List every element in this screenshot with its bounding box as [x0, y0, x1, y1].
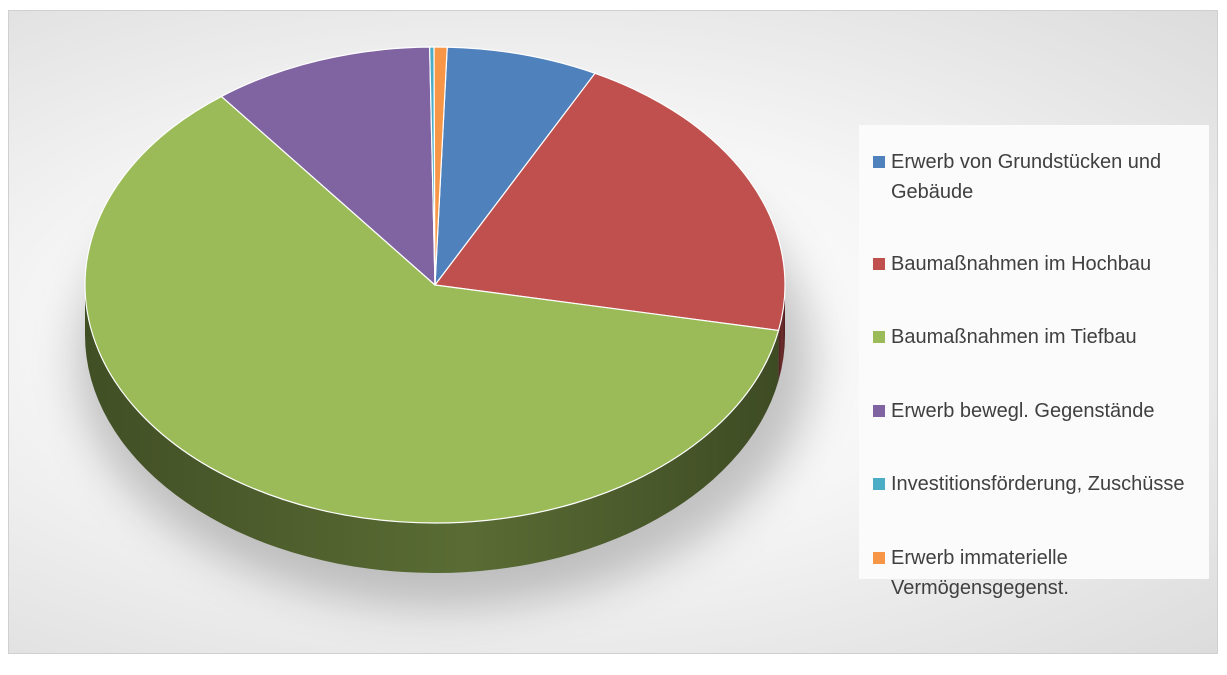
pie-slice-2: [84, 95, 780, 524]
legend-item-immaterielle: Erwerb immaterielle Vermögensgegenst.: [873, 543, 1209, 603]
legend-swatch-investitionsfoerderung: [873, 478, 885, 490]
legend-swatch-tiefbau: [873, 331, 885, 343]
pie-side-2: [85, 285, 779, 574]
legend-swatch-gegenstaende: [873, 405, 885, 417]
legend-label-immaterielle: Erwerb immaterielle Vermögensgegenst.: [891, 547, 1069, 599]
pie-slice-1: [434, 72, 786, 332]
legend-label-tiefbau: Baumaßnahmen im Tiefbau: [891, 326, 1137, 348]
legend-item-hochbau: Baumaßnahmen im Hochbau: [873, 249, 1209, 322]
legend-label-grundstuecke: Erwerb von Grundstücken und Gebäude: [891, 151, 1162, 203]
legend: Erwerb von Grundstücken und Gebäude Baum…: [859, 125, 1209, 599]
chart-area: Erwerb von Grundstücken und Gebäude Baum…: [8, 10, 1218, 654]
pie-chart: [77, 46, 813, 607]
legend-label-investitionsfoerderung: Investitionsförderung, Zuschüsse: [891, 473, 1185, 495]
legend-swatch-hochbau: [873, 258, 885, 270]
pie-slice-0: [434, 46, 596, 286]
legend-label-hochbau: Baumaßnahmen im Hochbau: [891, 253, 1152, 275]
legend-swatch-immaterielle: [873, 552, 885, 564]
legend-swatch-grundstuecke: [873, 156, 885, 168]
legend-item-investitionsfoerderung: Investitionsförderung, Zuschüsse: [873, 469, 1209, 543]
legend-item-grundstuecke: Erwerb von Grundstücken und Gebäude: [873, 147, 1209, 249]
pie-slice-5: [433, 46, 448, 286]
legend-item-gegenstaende: Erwerb bewegl. Gegenstände: [873, 396, 1209, 469]
legend-label-gegenstaende: Erwerb bewegl. Gegenstände: [891, 400, 1155, 422]
pie-slice-3: [220, 46, 436, 286]
legend-item-tiefbau: Baumaßnahmen im Tiefbau: [873, 322, 1209, 396]
